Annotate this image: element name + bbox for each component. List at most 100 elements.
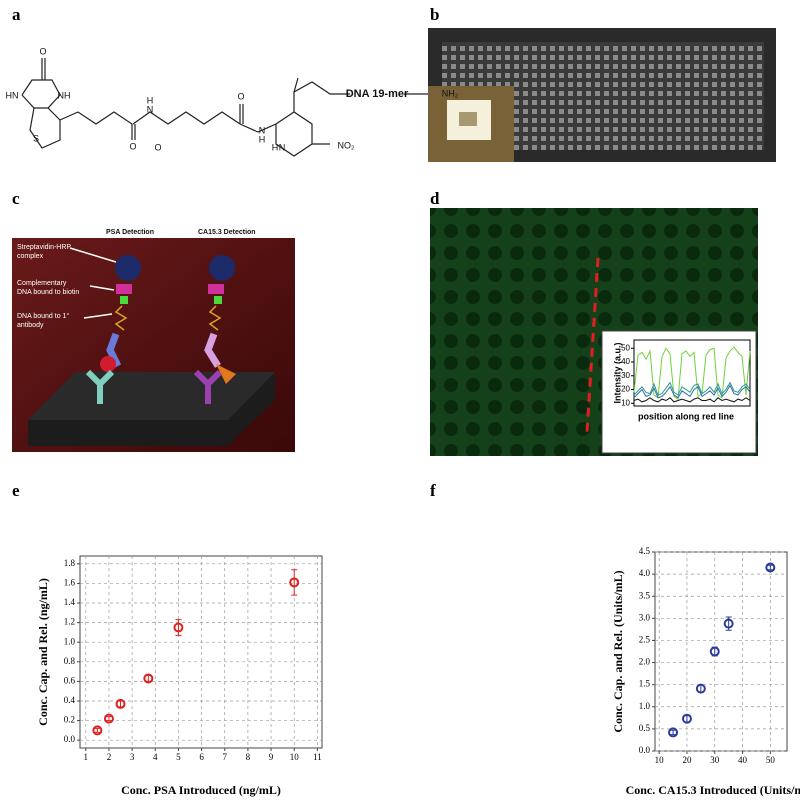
y-tick-label: 1.2 <box>64 617 75 627</box>
x-tick-label: 10 <box>655 755 665 765</box>
panel-label: c <box>12 189 20 208</box>
y-tick-label: 20 <box>621 385 630 394</box>
data-point <box>695 683 706 694</box>
data-point <box>173 622 184 633</box>
x-tick-label: 4 <box>153 752 158 762</box>
atom-label: N <box>147 104 154 114</box>
panel-label: e <box>12 481 20 500</box>
error-bar <box>145 675 152 682</box>
line-series <box>633 384 751 399</box>
y-tick-label: 1.0 <box>64 636 76 646</box>
diagram-header: PSA Detection <box>106 229 154 236</box>
atom-label: O <box>237 91 244 101</box>
y-tick-label: 50 <box>621 343 630 352</box>
y-axis-title: Intensity (a.u.) <box>612 342 622 403</box>
y-tick-label: 1.6 <box>64 577 76 587</box>
atom-label: NH₂ <box>442 88 459 98</box>
plot-frame <box>79 555 323 749</box>
data-point <box>143 673 154 684</box>
data-point <box>723 618 734 629</box>
data-point <box>681 713 692 724</box>
panel-label: a <box>12 5 21 24</box>
y-tick-label: 0.6 <box>64 675 76 685</box>
y-tick-label: 0.0 <box>64 734 76 744</box>
atom-label: NH <box>58 90 71 100</box>
x-tick-label: 1 <box>84 752 89 762</box>
panel-label: f <box>430 481 436 500</box>
y-tick-label: 1.0 <box>639 701 651 711</box>
error-bar <box>94 727 101 733</box>
assay-diagram <box>12 238 295 452</box>
atom-label: H <box>272 142 279 152</box>
x-tick-label: 11 <box>313 752 322 762</box>
y-tick-label: 1.5 <box>639 679 651 689</box>
y-tick-label: 1.4 <box>64 597 76 607</box>
x-axis-title: Conc. CA15.3 Introduced (Units/mL) <box>626 783 800 797</box>
atom-label: N <box>279 142 286 152</box>
x-tick-label: 2 <box>107 752 112 762</box>
x-tick-label: 50 <box>766 755 776 765</box>
atom-label: O <box>129 141 136 151</box>
atom-label: HN <box>6 90 19 100</box>
chart: 1 2 3 4 5 6 7 8 9 10 11 0.0 0.2 0.4 0.6 0.8 1.0 1.2 1.4 1.6… <box>36 555 323 797</box>
x-tick-label: 10 <box>290 752 300 762</box>
y-tick-label: 0.8 <box>64 656 76 666</box>
y-axis-title: Conc. Cap. and Rel. (ng/mL) <box>36 578 50 726</box>
y-tick-label: 0.5 <box>639 723 651 733</box>
callout-label: Complementary <box>17 280 67 287</box>
x-tick-label: 6 <box>199 752 204 762</box>
data-point <box>668 727 679 738</box>
callout-label: antibody <box>17 322 44 329</box>
x-tick-label: 40 <box>738 755 748 765</box>
y-tick-label: 3.5 <box>639 590 651 600</box>
callout-label: Streptavidin-HRP <box>17 244 71 251</box>
callout-label: DNA bound to biotin <box>17 289 79 296</box>
plot-frame <box>654 551 788 752</box>
error-bar <box>291 569 298 596</box>
fluorescence-image <box>430 208 758 456</box>
x-tick-label: 5 <box>176 752 181 762</box>
x-tick-label: 3 <box>130 752 135 762</box>
data-point <box>103 713 114 724</box>
panel-label: b <box>430 5 439 24</box>
y-tick-label: 30 <box>621 371 630 380</box>
x-tick-label: 30 <box>710 755 720 765</box>
atom-label: H <box>259 134 266 144</box>
error-bar <box>175 619 182 636</box>
data-point <box>289 577 300 588</box>
x-tick-label: 9 <box>269 752 274 762</box>
data-point <box>765 562 776 573</box>
chart: 10 20 30 40 50 0.0 0.5 1.0 1.5 2.0 2.5 3.0 3.5 4.0 4.5… <box>611 546 800 797</box>
atom-label: NO₂ <box>338 140 356 150</box>
error-bar <box>767 564 774 571</box>
y-tick-label: 4.0 <box>639 568 651 578</box>
atom-label: N <box>259 125 266 135</box>
atom-label: O <box>39 46 46 56</box>
y-tick-label: 40 <box>621 357 630 366</box>
sem-image <box>428 28 776 162</box>
molecule <box>21 58 434 157</box>
y-tick-label: 3.0 <box>639 612 651 622</box>
error-bar <box>670 729 677 736</box>
y-tick-label: 0.2 <box>64 715 75 725</box>
y-tick-label: 0.0 <box>639 745 651 755</box>
error-bar <box>117 700 124 708</box>
x-axis-title: Conc. PSA Introduced (ng/mL) <box>121 783 281 797</box>
line-series <box>633 346 751 400</box>
y-tick-label: 10 <box>621 398 630 407</box>
callout-label: complex <box>17 253 44 260</box>
y-tick-label: 2.0 <box>639 657 651 667</box>
y-tick-label: 1.8 <box>64 558 76 568</box>
x-tick-label: 8 <box>246 752 251 762</box>
data-point <box>709 646 720 657</box>
line-series <box>633 397 751 403</box>
data-point <box>92 725 103 736</box>
x-tick-label: 7 <box>222 752 227 762</box>
atom-label: DNA 19-mer <box>346 88 409 100</box>
y-axis-title: Conc. Cap. and Rel. (Units/mL) <box>611 570 625 732</box>
atom-label: O <box>154 142 161 152</box>
x-tick-label: 20 <box>682 755 692 765</box>
diagram-header: CA15.3 Detection <box>198 229 256 236</box>
